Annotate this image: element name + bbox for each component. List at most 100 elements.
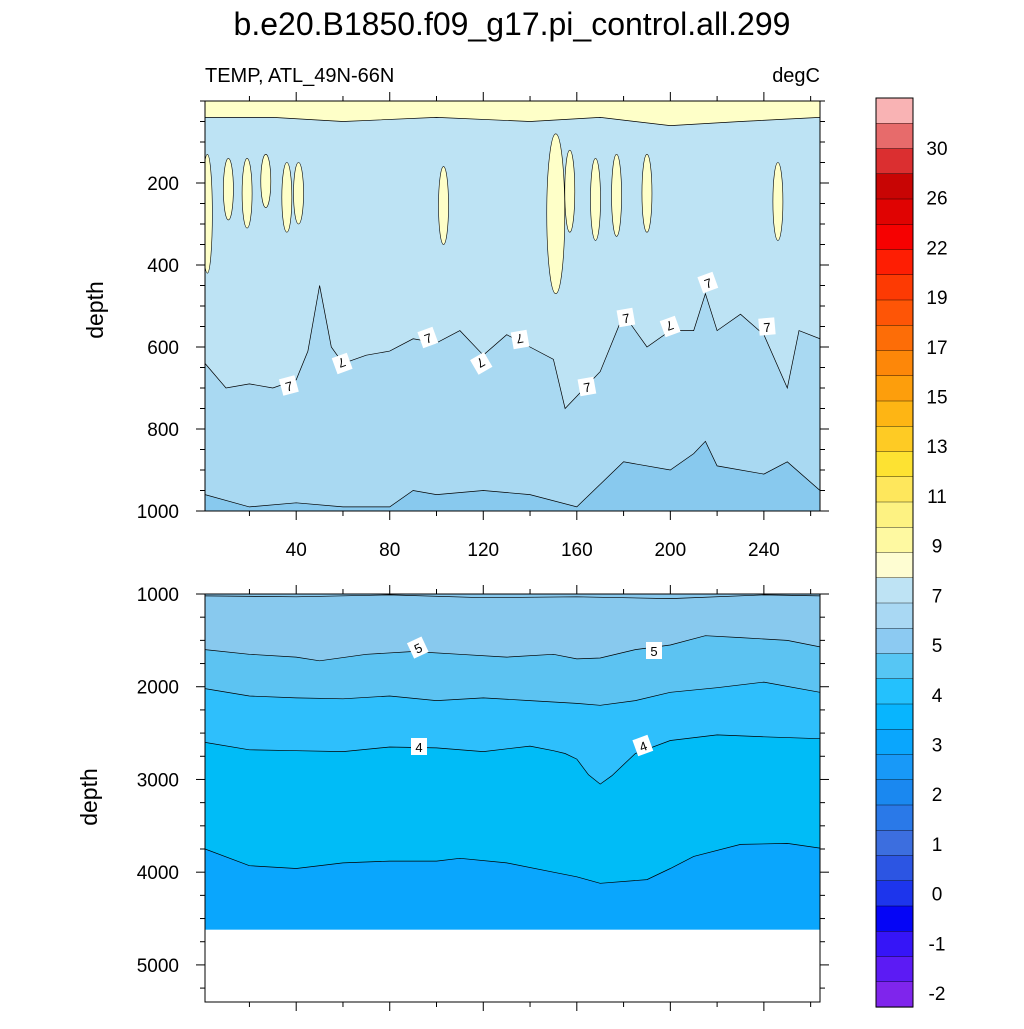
contour-label: 4: [632, 734, 654, 757]
contour-label-text: 7: [621, 310, 631, 326]
colorbar-swatch: [875, 350, 914, 377]
colorbar-label: 26: [926, 189, 947, 210]
y-tick-label: 4000: [137, 863, 179, 884]
colorbar-swatch: [875, 729, 914, 756]
colorbar-swatch: [875, 830, 914, 857]
contour-label-bg: [331, 352, 353, 375]
colorbar-swatch: [875, 804, 914, 831]
isotherm-line-8: [205, 117, 820, 126]
y-tick-label: 1000: [137, 502, 179, 523]
contour-label-bg: [577, 376, 597, 397]
warm-lens: [564, 149, 576, 233]
colorbar-swatch: [875, 501, 914, 528]
y-tick-label: 1000: [137, 585, 179, 606]
colorbar-swatch: [875, 779, 914, 806]
colorbar-swatch: [875, 754, 914, 781]
contour-label: 7: [758, 317, 776, 336]
contour-label: 7: [510, 329, 530, 350]
contour-label-bg: [406, 636, 429, 659]
colorbar-swatch: [875, 224, 914, 251]
colorbar-label: 15: [926, 388, 947, 409]
panel-plot-area: 5 5 4 4: [205, 594, 820, 1002]
colorbar-label: 9: [932, 537, 943, 558]
warm-lens: [260, 154, 272, 208]
contour-label-text: 7: [763, 320, 772, 336]
contour-label: 7: [659, 315, 681, 338]
y-tick-label: 3000: [137, 770, 179, 791]
isotherm-line-6: [205, 440, 820, 508]
colorbar-swatch: [875, 703, 914, 730]
contour-label-bg: [510, 329, 530, 350]
colorbar: -2 -1 0 1 2 3 4 5 7 9 11 13 15 17 19 22 26 30: [875, 97, 948, 1008]
contour-label-text: 7: [515, 330, 525, 346]
isotherm-line-4.5: [205, 681, 820, 706]
contour-label-text: 7: [702, 275, 714, 292]
colorbar-label: -1: [929, 934, 946, 955]
contour-label: 4: [411, 738, 427, 755]
contour-label-text: 7: [582, 379, 592, 395]
x-tick-label: 120: [467, 540, 499, 561]
colorbar-swatch: [875, 905, 914, 932]
contour-label: 5: [406, 636, 429, 659]
figure-title: b.e20.B1850.f09_g17.pi_control.all.299: [234, 6, 791, 42]
contour-label: 7: [417, 326, 439, 349]
x-tick-label: 80: [379, 540, 400, 561]
contour-label: 7: [616, 307, 636, 328]
colorbar-label: 0: [932, 885, 943, 906]
colorbar-label: 4: [932, 686, 943, 707]
colorbar-swatch: [875, 981, 914, 1008]
contour-label-text: 7: [664, 317, 676, 334]
colorbar-swatch: [875, 855, 914, 882]
isotherm-line-4: [205, 734, 820, 785]
colorbar-label: 5: [932, 636, 943, 657]
contour-label: 7: [331, 352, 353, 375]
lower-contour-panel: 5 5 4 4 1000 2000 3000 4000 5000: [137, 585, 829, 1011]
warm-lens: [293, 162, 304, 225]
isotherm-line-3.5: [205, 843, 820, 884]
y-tick-label: 200: [147, 174, 179, 195]
contour-label-text: 4: [637, 738, 649, 755]
contour-label-bg: [411, 738, 427, 755]
colorbar-swatch: [875, 249, 914, 276]
warm-lens: [205, 154, 213, 274]
colorbar-swatch: [875, 476, 914, 503]
warm-lens: [438, 166, 449, 245]
contour-label-text: 5: [650, 644, 657, 659]
contour-label-bg: [470, 352, 493, 375]
colorbar-swatch: [875, 602, 914, 629]
warm-lens: [772, 162, 784, 241]
colorbar-swatch: [875, 577, 914, 604]
colorbar-swatch: [875, 678, 914, 705]
isotherm-line-6: [205, 594, 820, 599]
contour-label: 7: [697, 271, 719, 294]
contour-label-bg: [632, 734, 654, 757]
colorbar-label: 11: [927, 487, 947, 508]
colorbar-label: 30: [926, 139, 947, 160]
contour-label-bg: [616, 307, 636, 328]
upper-contour-panel: 7 7 7 7 7 7 7 7 7 7 40 80 120 160 200 240 200 400 600 800 10…: [137, 92, 829, 561]
x-tick-label: 40: [286, 540, 307, 561]
colorbar-label: 22: [926, 238, 947, 259]
y-tick-label: 600: [147, 338, 179, 359]
contour-label-bg: [758, 317, 776, 336]
warm-lens: [223, 158, 234, 221]
contour-label-text: 7: [284, 378, 295, 394]
colorbar-swatch: [875, 148, 914, 175]
colorbar-swatch: [875, 198, 914, 225]
colorbar-swatch: [875, 173, 914, 200]
warm-lens: [641, 154, 653, 233]
contour-label-bg: [646, 642, 662, 659]
colorbar-label: 7: [932, 586, 943, 607]
colorbar-swatch: [875, 426, 914, 453]
warm-lens: [546, 133, 566, 294]
colorbar-swatch: [875, 956, 914, 983]
x-tick-label: 200: [654, 540, 686, 561]
contour-label: 7: [470, 352, 493, 375]
panel-frame: [204, 593, 821, 1003]
contour-label-text: 7: [422, 330, 434, 347]
colorbar-label: 13: [926, 437, 947, 458]
contour-label: 7: [577, 376, 597, 397]
panel-plot-area: 7 7 7 7 7 7 7 7 7 7: [205, 101, 820, 511]
contour-label-bg: [659, 315, 681, 338]
